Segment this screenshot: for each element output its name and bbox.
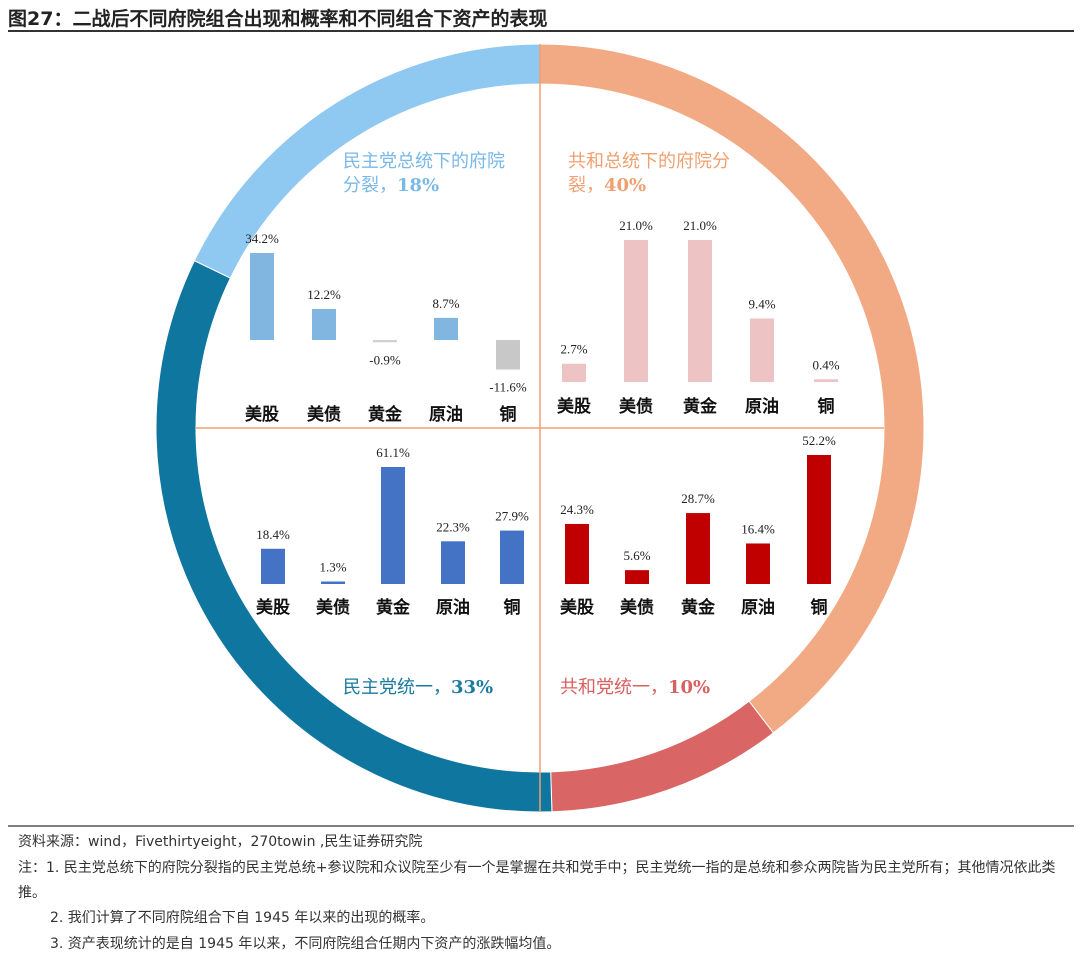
value-label: 21.0% (619, 218, 653, 233)
segment-value: 18% (397, 175, 440, 196)
value-label: 61.1% (376, 445, 410, 460)
bar (750, 318, 774, 382)
bar (625, 570, 649, 584)
bar (496, 340, 520, 370)
ring-segment (550, 700, 775, 813)
value-label: 18.4% (256, 527, 290, 542)
category-label: 美债 (316, 597, 350, 618)
ring-segment (539, 43, 925, 734)
segment-value: 40% (604, 175, 647, 196)
value-label: 2.7% (560, 342, 587, 357)
value-label: 24.3% (560, 502, 594, 517)
bar (746, 543, 770, 584)
bar (565, 523, 589, 584)
note: 2. 我们计算了不同府院组合下自 1945 年以来的出现的概率。 (50, 910, 435, 926)
value-label: 0.4% (812, 357, 839, 372)
segment-label: 民主党统一，33% (343, 676, 593, 700)
value-label: 16.4% (741, 521, 775, 536)
bar (373, 340, 397, 343)
value-label: 9.4% (748, 296, 775, 311)
bar (686, 513, 710, 584)
category-label: 原油 (745, 396, 779, 417)
category-label: 黄金 (683, 396, 718, 417)
bar (441, 541, 465, 584)
note: 注：1. 民主党总统下的府院分裂指的民主党总统+参议院和众议院至少有一个是掌握在… (18, 860, 1056, 901)
category-label: 原油 (429, 404, 463, 425)
segment-name: 共和总统下的府院分裂， (568, 151, 730, 196)
category-label: 铜 (504, 597, 521, 618)
category-label: 美债 (307, 404, 341, 425)
category-label: 美股 (560, 597, 594, 618)
segment-name: 民主党总统下的府院分裂， (343, 151, 505, 196)
category-label: 美股 (557, 396, 591, 417)
segment-name: 民主党统一， (343, 677, 451, 698)
category-label: 黄金 (376, 597, 411, 618)
category-label: 美股 (256, 597, 290, 618)
bar (321, 581, 345, 584)
value-label: -11.6% (489, 380, 527, 395)
bar (688, 240, 712, 382)
segment-name: 共和党统一， (560, 677, 668, 698)
category-label: 美债 (620, 597, 654, 618)
category-label: 美债 (619, 396, 653, 417)
value-label: 52.2% (802, 433, 836, 448)
value-label: 5.6% (623, 548, 650, 563)
value-label: 22.3% (436, 519, 470, 534)
segment-label: 民主党总统下的府院分裂，18% (343, 150, 513, 198)
value-label: -0.9% (369, 352, 401, 367)
note: 3. 资产表现统计的是自 1945 年以来，不同府院组合任期内下资产的涨跌幅均值… (50, 936, 561, 952)
category-label: 美股 (245, 404, 279, 425)
value-label: 1.3% (319, 560, 346, 575)
bar (381, 467, 405, 584)
bar (434, 317, 458, 340)
bar (250, 253, 274, 340)
value-label: 28.7% (681, 491, 715, 506)
bar (312, 308, 336, 340)
bar (814, 379, 838, 382)
segment-label: 共和总统下的府院分裂，40% (568, 150, 738, 198)
value-label: 27.9% (495, 509, 529, 524)
segment-value: 10% (668, 677, 711, 698)
value-label: 12.2% (307, 287, 341, 302)
figure-title: 图27：二战后不同府院组合出现和概率和不同组合下资产的表现 (8, 8, 548, 30)
bar (807, 455, 831, 584)
bar (261, 548, 285, 584)
category-label: 铜 (818, 396, 835, 417)
bar (500, 530, 524, 584)
value-label: 8.7% (432, 296, 459, 311)
bar (562, 363, 586, 382)
segment-value: 33% (451, 677, 494, 698)
ring-segment (155, 259, 553, 813)
value-label: 34.2% (245, 231, 279, 246)
category-label: 黄金 (368, 404, 403, 425)
category-label: 铜 (500, 404, 517, 425)
value-label: 21.0% (683, 218, 717, 233)
category-label: 原油 (741, 597, 775, 618)
bar (624, 240, 648, 382)
category-label: 黄金 (681, 597, 716, 618)
category-label: 原油 (436, 597, 470, 618)
segment-label: 共和党统一，10% (560, 676, 810, 700)
category-label: 铜 (811, 597, 828, 618)
source: 资料来源：wind，Fivethirtyeight，270towin ,民生证券… (18, 834, 423, 850)
